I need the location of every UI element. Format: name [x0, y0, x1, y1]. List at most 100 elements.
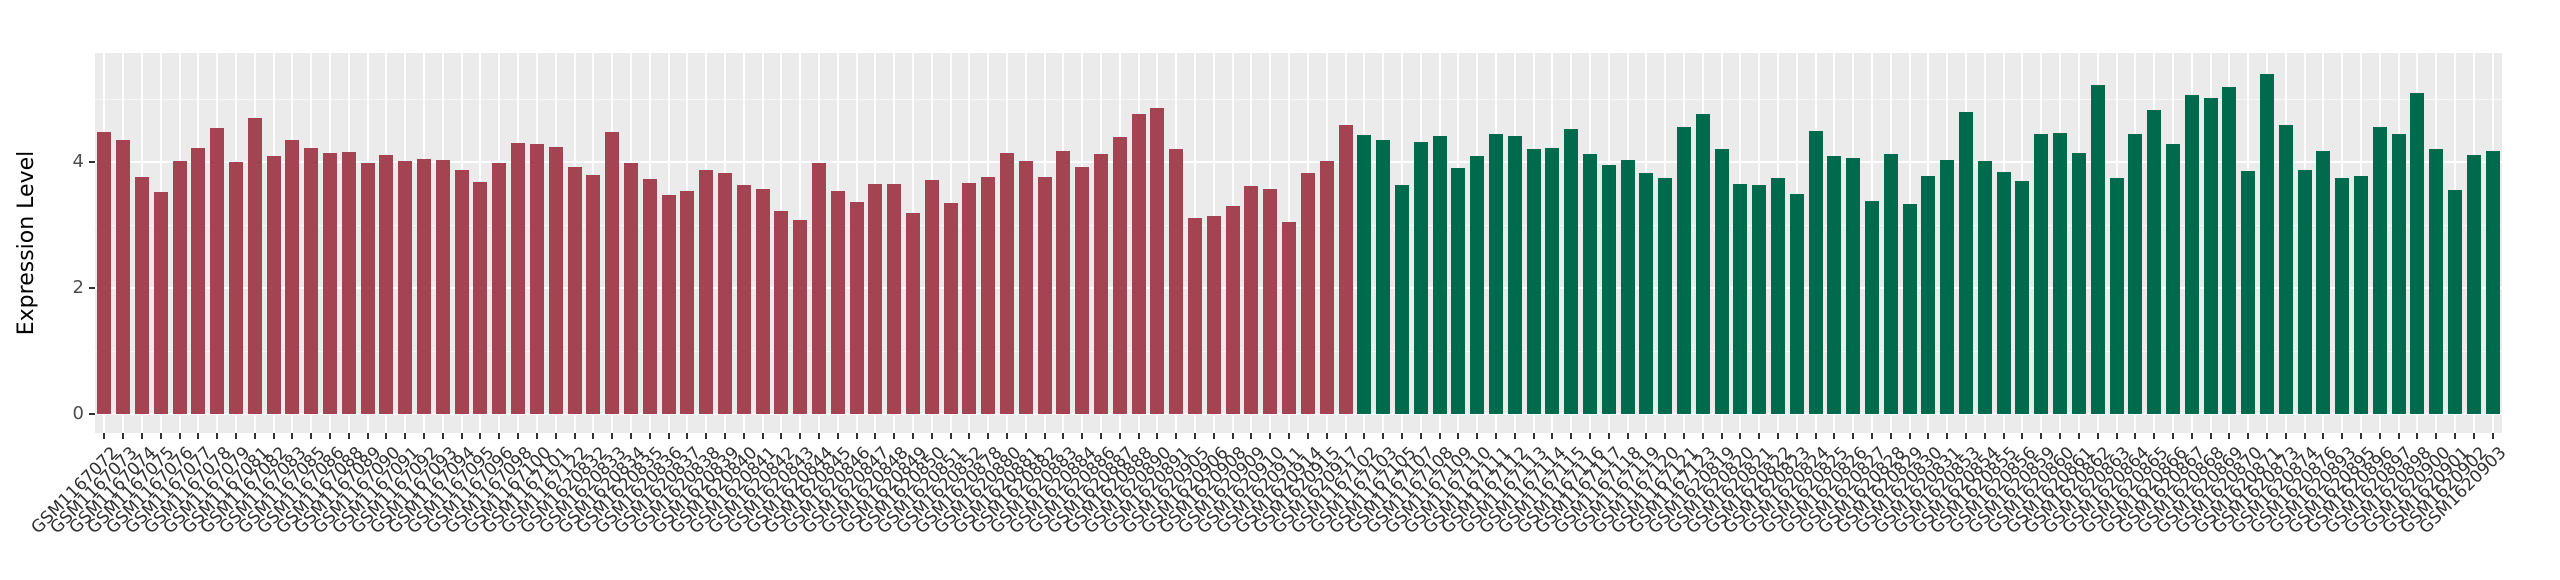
x-tick-mark — [1100, 433, 1103, 439]
x-tick-mark — [1570, 433, 1573, 439]
bar — [1131, 114, 1146, 414]
x-tick-mark — [2171, 433, 2174, 439]
bar — [1695, 114, 1710, 414]
x-tick-mark — [1777, 433, 1780, 439]
bar — [943, 202, 958, 414]
major-gridline — [95, 287, 2502, 289]
bar — [1827, 155, 1842, 414]
x-tick-mark — [874, 433, 877, 439]
bar — [755, 189, 770, 414]
x-tick-mark — [836, 433, 839, 439]
x-tick-mark — [1852, 433, 1855, 439]
bar — [2184, 95, 2199, 414]
x-tick-mark — [1682, 433, 1685, 439]
bar — [2485, 151, 2500, 414]
x-tick-mark — [404, 433, 407, 439]
bar — [642, 179, 657, 414]
x-tick-mark — [141, 433, 143, 439]
bar — [868, 184, 883, 414]
bar — [97, 131, 112, 414]
bar — [1338, 125, 1353, 414]
x-tick-mark — [1607, 433, 1610, 439]
x-tick-mark — [2040, 433, 2043, 439]
bar — [1883, 154, 1898, 414]
y-tick-mark — [89, 287, 95, 289]
x-tick-mark — [912, 433, 914, 439]
x-tick-mark — [1513, 433, 1516, 439]
bar — [793, 219, 808, 414]
bar — [2203, 97, 2218, 414]
bar — [1996, 172, 2011, 414]
bar — [1902, 204, 1917, 414]
x-tick-mark — [611, 433, 614, 439]
bar — [2128, 134, 2143, 414]
bar — [323, 153, 338, 414]
bar — [285, 139, 300, 414]
bar — [1300, 173, 1315, 414]
minor-gridline — [95, 351, 2502, 352]
bar — [360, 163, 375, 414]
bar — [1582, 153, 1597, 414]
bar — [2391, 134, 2406, 414]
bar — [830, 190, 845, 414]
minor-gridline — [95, 99, 2502, 100]
bar — [1376, 139, 1391, 414]
x-tick-mark — [1908, 433, 1911, 439]
bar — [567, 167, 582, 414]
bar — [2165, 144, 2180, 414]
bar — [1526, 148, 1541, 414]
bar — [1018, 160, 1033, 414]
bar — [1394, 184, 1409, 414]
x-tick-mark — [1363, 433, 1366, 439]
x-tick-mark — [2265, 433, 2268, 439]
bar — [2147, 110, 2162, 414]
x-tick-mark — [629, 433, 632, 439]
bar — [1658, 178, 1673, 414]
x-tick-mark — [2435, 433, 2438, 439]
bar — [2372, 127, 2387, 414]
x-tick-mark — [2472, 433, 2475, 439]
bar — [1319, 160, 1334, 414]
x-tick-mark — [1175, 433, 1178, 439]
bar — [623, 162, 638, 414]
bar — [1451, 168, 1466, 414]
bar — [2353, 175, 2368, 414]
bar — [1601, 165, 1616, 414]
bar — [116, 139, 131, 414]
bar — [153, 191, 168, 414]
x-tick-mark — [197, 433, 200, 439]
x-tick-mark — [1983, 433, 1986, 439]
bar — [1169, 148, 1184, 414]
y-tick-mark — [89, 161, 95, 163]
x-tick-mark — [2453, 433, 2456, 439]
x-tick-mark — [1400, 433, 1403, 439]
bar — [511, 143, 526, 414]
x-tick-mark — [1965, 433, 1968, 439]
x-tick-mark — [1212, 433, 1215, 439]
bar — [1959, 112, 1974, 414]
bar — [680, 190, 695, 414]
x-tick-mark — [216, 433, 219, 439]
x-tick-mark — [1006, 433, 1009, 439]
x-tick-mark — [1664, 433, 1667, 439]
x-tick-mark — [761, 433, 764, 439]
x-tick-mark — [1438, 433, 1441, 439]
x-tick-mark — [2077, 433, 2080, 439]
x-tick-mark — [987, 433, 990, 439]
y-tick-label: 4 — [72, 151, 84, 172]
x-tick-mark — [1269, 433, 1272, 439]
x-tick-mark — [2209, 433, 2212, 439]
bar — [1714, 149, 1729, 414]
bar — [379, 155, 394, 414]
bar — [1282, 222, 1297, 414]
x-tick-mark — [178, 433, 181, 439]
x-tick-mark — [705, 433, 708, 439]
x-tick-mark — [592, 433, 595, 439]
x-tick-mark — [742, 433, 745, 439]
x-tick-mark — [272, 433, 275, 439]
x-tick-mark — [1626, 433, 1629, 439]
x-tick-mark — [817, 433, 820, 439]
bar — [2447, 190, 2462, 414]
x-tick-mark — [2228, 433, 2231, 439]
bar — [1000, 152, 1015, 414]
